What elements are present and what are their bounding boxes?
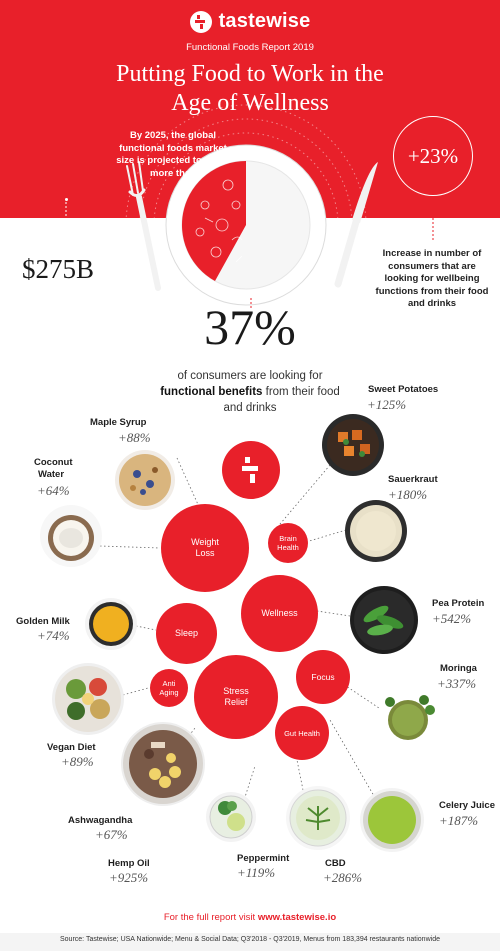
tastewise-logo-icon	[189, 10, 212, 33]
title-line-2: Age of Wellness	[171, 90, 329, 116]
bubble-focus: Focus	[296, 650, 350, 704]
hemp-oil-label: Hemp Oil	[108, 858, 150, 869]
pea-protein-image	[350, 586, 418, 654]
brain-health-line-1: Brain	[279, 533, 297, 543]
cta-prefix: For the full report visit	[163, 912, 256, 923]
moringa-label: Moringa	[440, 663, 477, 674]
bullet-dot	[65, 198, 68, 201]
wellness-label: Wellness	[261, 608, 298, 618]
peppermint-label: Peppermint	[237, 853, 290, 864]
cbd-label: CBD	[325, 858, 346, 869]
brand-bubble	[222, 441, 280, 499]
share-text: of consumers are looking for functional …	[150, 368, 350, 416]
bubble-wellness: Wellness	[241, 575, 318, 652]
maple-syrup-pct: +88%	[118, 430, 151, 445]
report-cta: For the full report visit www.tastewise.…	[0, 912, 500, 923]
brand-name: tastewise	[218, 10, 311, 32]
celery-juice-image	[360, 788, 424, 852]
increase-circle: +23%	[393, 116, 473, 196]
focus-label: Focus	[311, 671, 335, 682]
sleep-label: Sleep	[174, 628, 199, 638]
title-line-1: Putting Food to Work in the	[116, 61, 384, 87]
sauerkraut-label: Sauerkraut	[388, 474, 438, 485]
vegan-diet-label: Vegan Diet	[47, 742, 96, 753]
market-projection-text: By 2025, the global functional foods mar…	[116, 130, 230, 179]
cbd-image	[286, 786, 350, 850]
share-value: 37%	[204, 299, 296, 355]
increase-text: Increase in number of consumers that are…	[375, 248, 489, 309]
coconut-water-pct: +64%	[37, 483, 70, 498]
maple-syrup-label: Maple Syrup	[90, 417, 147, 428]
ashwagandha-label: Ashwagandha	[68, 815, 133, 826]
moringa-image	[378, 686, 438, 746]
coconut-water-image	[40, 505, 102, 567]
pea-protein-label: Pea Protein	[432, 598, 485, 609]
peppermint-pct: +119%	[237, 865, 276, 880]
bubble-sleep: Sleep	[156, 603, 217, 664]
bubble-weight-loss: Weight Loss	[161, 504, 249, 592]
ashwagandha-pct: +67%	[95, 827, 128, 842]
bubble-gut-health: Gut Health	[275, 706, 329, 760]
bubble-brain-health: Brain Health	[268, 523, 308, 563]
source-note: Source: Tastewise; USA Nationwide; Menu …	[60, 936, 440, 943]
sauerkraut-pct: +180%	[388, 487, 428, 502]
weight-loss-line-2: Loss	[195, 548, 215, 558]
bubble-stress-relief: Stress Relief	[194, 655, 278, 739]
maple-syrup-image	[115, 450, 175, 510]
coconut-water-label-1: Coconut	[34, 457, 73, 468]
sweet-potatoes-pct: +125%	[367, 397, 407, 412]
vegan-diet-image	[52, 663, 124, 735]
sauerkraut-image	[345, 500, 407, 562]
stress-relief-line-1: Stress	[223, 686, 249, 696]
cbd-pct: +286%	[323, 870, 363, 885]
vegan-diet-pct: +89%	[61, 754, 94, 769]
report-subtitle: Functional Foods Report 2019	[186, 42, 314, 53]
share-text-bold: functional benefits	[160, 386, 263, 398]
golden-milk-label: Golden Milk	[16, 616, 70, 627]
peppermint-image	[206, 792, 256, 842]
knife-icon	[334, 162, 378, 288]
anti-aging-line-2: Aging	[159, 688, 179, 697]
pea-protein-pct: +542%	[432, 611, 472, 626]
stress-relief-line-2: Relief	[224, 697, 248, 707]
ashwagandha-bowl-image	[121, 722, 205, 806]
sweet-potatoes-label: Sweet Potatoes	[368, 384, 439, 395]
celery-juice-pct: +187%	[439, 813, 479, 828]
weight-loss-line-1: Weight	[191, 537, 219, 547]
cta-link[interactable]: www.tastewise.io	[257, 912, 337, 923]
tastewise-logo-icon	[242, 457, 258, 483]
share-text-after: from their food and drinks	[223, 386, 340, 414]
market-amount: $275B	[22, 254, 95, 284]
brand-logo: tastewise	[0, 10, 500, 33]
share-text-before: of consumers are looking for	[177, 370, 323, 382]
anti-aging-line-1: Anti	[162, 678, 176, 688]
brain-health-line-2: Health	[277, 543, 299, 552]
sweet-potatoes-image	[322, 414, 384, 476]
moringa-pct: +337%	[437, 676, 477, 691]
plate-icon	[165, 144, 327, 306]
page-title: Putting Food to Work in the Age of Welln…	[70, 60, 430, 118]
coconut-water-label-2: Water	[38, 469, 65, 480]
footer-band	[0, 933, 500, 951]
golden-milk-pct: +74%	[37, 628, 70, 643]
gut-health-label: Gut Health	[284, 728, 320, 738]
hemp-oil-pct: +925%	[109, 870, 149, 885]
increase-value: +23%	[407, 143, 459, 168]
fork-icon	[126, 161, 161, 291]
celery-juice-label: Celery Juice	[439, 800, 495, 811]
golden-milk-image	[85, 598, 137, 650]
bubble-anti-aging: Anti Aging	[150, 669, 188, 707]
